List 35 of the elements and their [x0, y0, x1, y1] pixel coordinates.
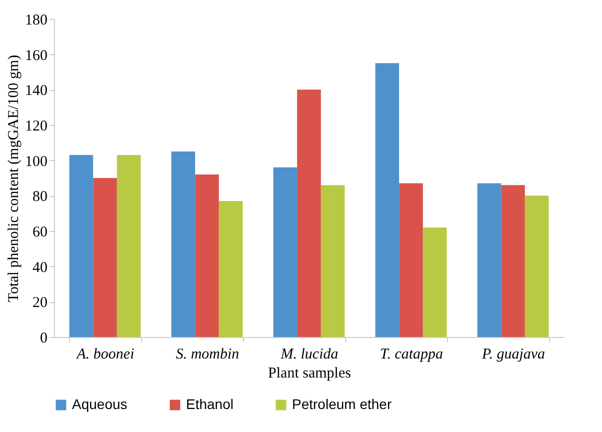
legend-label: Aqueous: [72, 396, 128, 412]
y-axis-title: Total phenolic content (mgGAE/100 gm): [6, 54, 22, 302]
bar: [218, 200, 243, 337]
x-tick-label: S. mombin: [176, 346, 240, 362]
y-tick-label: 160: [25, 48, 48, 64]
y-tick-label: 20: [32, 295, 48, 312]
y-tick-label: 140: [25, 83, 48, 100]
y-tick-label: 80: [32, 189, 48, 206]
bar: [171, 152, 196, 337]
bar: [524, 196, 549, 337]
bar: [195, 174, 219, 337]
y-tick-label: 180: [25, 12, 48, 28]
bar: [320, 185, 345, 337]
bar: [375, 63, 400, 337]
y-tick-label: 100: [25, 154, 48, 170]
bar: [116, 155, 141, 337]
x-tick-label: A. boonei: [76, 346, 134, 362]
y-tick-label: 60: [32, 224, 48, 240]
bar: [399, 183, 423, 337]
x-axis-title: Plant samples: [268, 366, 352, 382]
bar: [477, 183, 502, 337]
legend-label: Ethanol: [186, 396, 234, 412]
bar: [501, 185, 525, 337]
bar: [93, 178, 117, 337]
x-tick-label: P. guajava: [480, 346, 546, 362]
legend-label: Petroleum ether: [292, 396, 392, 412]
y-tick-label: 0: [40, 330, 48, 346]
bar: [69, 155, 94, 337]
bar: [297, 90, 321, 337]
bar: [273, 167, 298, 337]
x-tick-label: M. lucida: [280, 346, 338, 362]
y-tick-label: 40: [32, 260, 48, 276]
y-tick-label: 120: [25, 118, 48, 134]
x-tick-label: T. catappa: [380, 346, 444, 362]
bar: [422, 227, 447, 337]
